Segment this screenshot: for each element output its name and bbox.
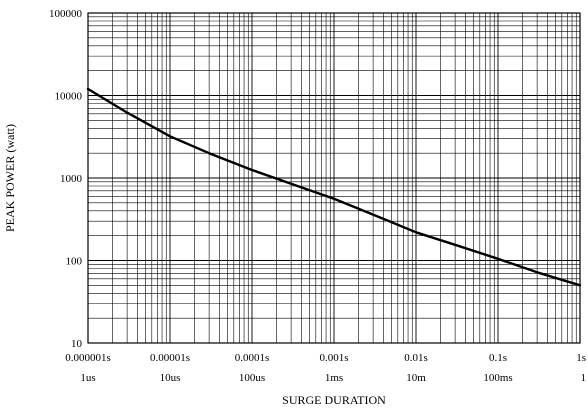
- y-tick-label: 100: [66, 256, 83, 268]
- x-tick-label-top: 0.0001s: [235, 352, 270, 364]
- x-tick-label-bottom: 1: [581, 372, 587, 384]
- y-tick-labels: 10 100 1000 10000 100000: [49, 8, 83, 350]
- plot-frame: [87, 12, 581, 344]
- x-tick-label-top: 0.001s: [319, 352, 348, 364]
- y-tick-label: 10000: [55, 91, 83, 103]
- x-tick-label-top: 0.000001s: [65, 352, 111, 364]
- x-tick-label-top: 1s: [576, 352, 586, 364]
- x-tick-label-bottom: 100ms: [483, 372, 512, 384]
- x-tick-label-bottom: 1ms: [325, 372, 343, 384]
- y-tick-label: 1000: [60, 173, 83, 185]
- peak-power-curve: [86, 87, 582, 287]
- x-tick-labels: 0.000001s 1us 0.00001s 10us 0.0001s 100us 0.00…: [65, 352, 586, 384]
- y-tick-label: 100000: [49, 8, 83, 20]
- x-tick-label-bottom: 10m: [406, 372, 426, 384]
- y-tick-label: 10: [71, 338, 83, 350]
- x-axis-label: SURGE DURATION: [282, 393, 386, 407]
- grid: [87, 13, 580, 344]
- x-tick-label-top: 0.01s: [404, 352, 428, 364]
- x-tick-label-bottom: 10us: [160, 372, 181, 384]
- x-tick-label-bottom: 100us: [239, 372, 265, 384]
- y-axis-label: PEAK POWER (watt): [3, 124, 17, 232]
- x-tick-label-top: 0.1s: [489, 352, 507, 364]
- x-tick-label-bottom: 1us: [80, 372, 95, 384]
- x-tick-label-top: 0.00001s: [150, 352, 190, 364]
